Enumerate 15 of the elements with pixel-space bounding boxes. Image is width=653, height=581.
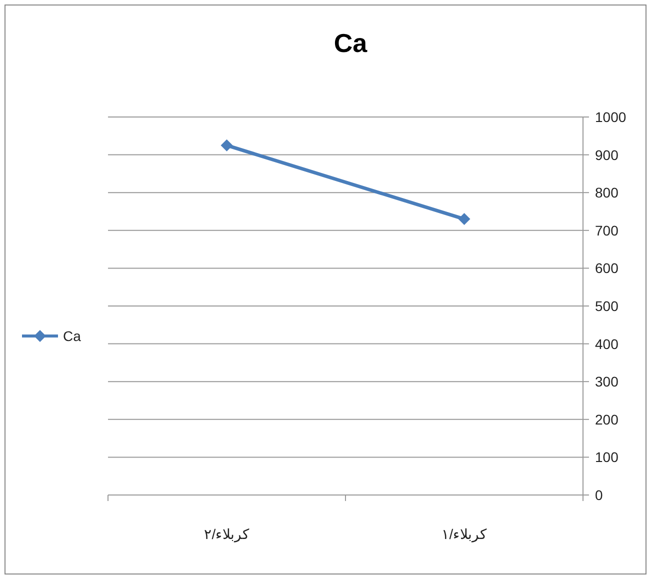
y-tick-label: 200 bbox=[595, 411, 619, 428]
chart-title: Ca bbox=[334, 28, 368, 58]
y-tick-label: 900 bbox=[595, 146, 619, 163]
y-tick-label: 1000 bbox=[595, 109, 626, 125]
y-tick-label: 800 bbox=[595, 184, 619, 201]
legend-label: Ca bbox=[63, 328, 82, 344]
y-tick-label: 0 bbox=[595, 487, 603, 503]
y-tick-label: 500 bbox=[595, 298, 619, 314]
y-tick-label: 600 bbox=[595, 260, 619, 276]
y-tick-label: 300 bbox=[595, 374, 619, 390]
y-tick-label: 400 bbox=[595, 336, 619, 352]
x-tick-label: كربلاء/١ bbox=[441, 526, 488, 543]
x-tick-label: كربلاء/٢ bbox=[204, 526, 250, 543]
y-tick-label: 700 bbox=[595, 222, 619, 238]
y-tick-label: 100 bbox=[595, 449, 619, 466]
